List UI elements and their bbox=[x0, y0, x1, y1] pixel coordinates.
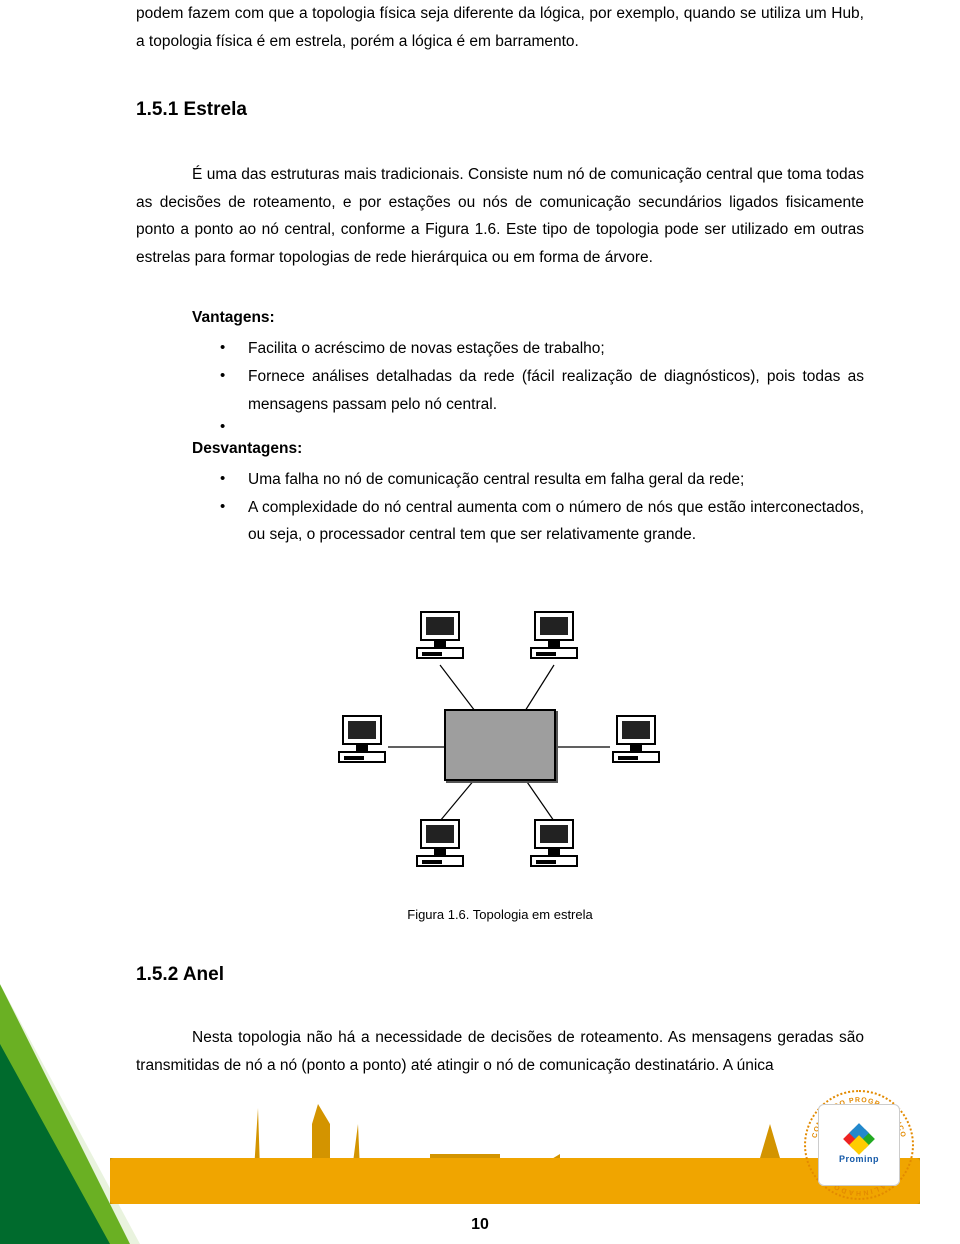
badge-logo-icon bbox=[846, 1126, 872, 1152]
paragraph-estrela: É uma das estruturas mais tradicionais. … bbox=[136, 161, 864, 271]
pc-node bbox=[526, 611, 582, 667]
pc-node bbox=[526, 819, 582, 875]
footer-bar bbox=[110, 1158, 920, 1204]
star-topology-diagram bbox=[320, 597, 680, 887]
heading-estrela: 1.5.1 Estrela bbox=[136, 99, 864, 121]
figure-star-topology: Figura 1.6. Topologia em estrela bbox=[136, 597, 864, 922]
intro-paragraph: podem fazem com que a topologia física s… bbox=[136, 0, 864, 55]
desvantagens-list: Uma falha no nó de comunicação central r… bbox=[192, 466, 864, 549]
desvantagem-item: Uma falha no nó de comunicação central r… bbox=[192, 466, 864, 494]
desvantagem-item: A complexidade do nó central aumenta com… bbox=[192, 494, 864, 549]
vantagem-item: Fornece análises detalhadas da rede (fác… bbox=[192, 363, 864, 418]
empty-bullet bbox=[192, 418, 864, 440]
page-number: 10 bbox=[0, 1216, 960, 1234]
heading-anel: 1.5.2 Anel bbox=[136, 964, 864, 986]
hub-node bbox=[444, 709, 556, 781]
vantagens-list: Facilita o acréscimo de novas estações d… bbox=[192, 335, 864, 418]
pc-node bbox=[412, 611, 468, 667]
paragraph-anel: Nesta topologia não há a necessidade de … bbox=[136, 1024, 864, 1079]
prominp-badge: CONTEÚDO PROGRAMÁTICO ALINHADO Prominp bbox=[804, 1090, 914, 1200]
vantagens-label: Vantagens: bbox=[192, 309, 864, 327]
pc-node bbox=[412, 819, 468, 875]
badge-brand: Prominp bbox=[839, 1154, 879, 1164]
pc-node bbox=[608, 715, 664, 771]
vantagem-item: Facilita o acréscimo de novas estações d… bbox=[192, 335, 864, 363]
pc-node bbox=[334, 715, 390, 771]
desvantagens-label: Desvantagens: bbox=[192, 440, 864, 458]
figure-caption: Figura 1.6. Topologia em estrela bbox=[136, 907, 864, 922]
